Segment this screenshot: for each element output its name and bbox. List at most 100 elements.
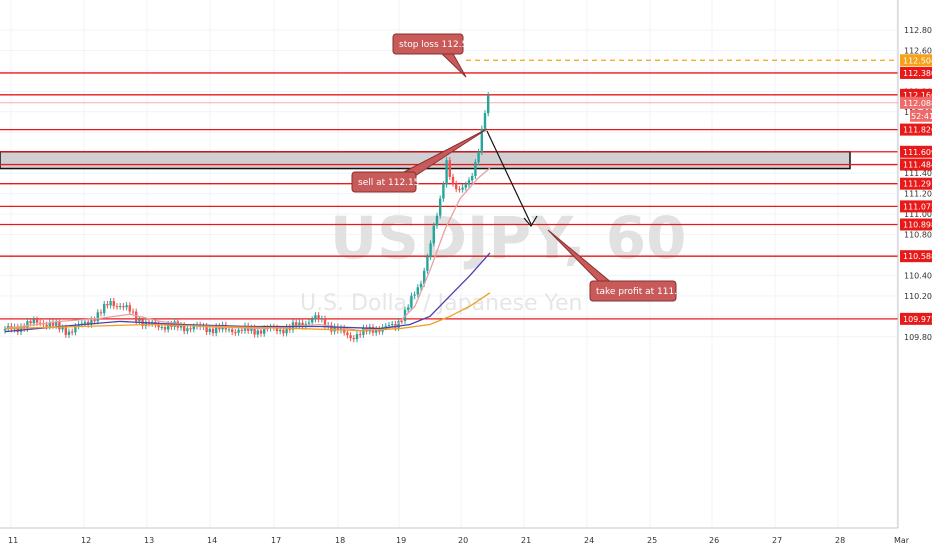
candle-body bbox=[61, 327, 64, 330]
candle-body bbox=[128, 305, 131, 312]
countdown-bg bbox=[910, 109, 932, 122]
candle-body bbox=[464, 184, 467, 188]
candle-body bbox=[67, 331, 71, 335]
candle-body bbox=[439, 198, 442, 216]
price-level-tag: 110.588 bbox=[903, 252, 932, 261]
candle-body bbox=[448, 160, 451, 177]
y-tick-label: 111.200 bbox=[904, 190, 932, 199]
candle-body bbox=[237, 329, 240, 333]
x-tick-label: 11 bbox=[8, 536, 18, 545]
x-tick-label: 25 bbox=[647, 536, 657, 545]
candle-body bbox=[179, 325, 183, 328]
y-tick-label: 112.600 bbox=[904, 46, 932, 55]
candle-body bbox=[346, 332, 349, 336]
candle-body bbox=[167, 324, 170, 330]
candle-body bbox=[387, 325, 391, 327]
candle-body bbox=[122, 306, 125, 308]
candle-body bbox=[455, 183, 458, 190]
candle-body bbox=[339, 327, 343, 331]
candle-body bbox=[410, 295, 413, 308]
candle-body bbox=[138, 319, 141, 322]
candle-body bbox=[19, 326, 23, 333]
candle-body bbox=[384, 325, 387, 328]
candle-body bbox=[416, 287, 419, 295]
candle-body bbox=[298, 322, 301, 327]
watermark-symbol: USDJPY, 60 bbox=[330, 204, 686, 272]
candle-body bbox=[349, 335, 352, 339]
price-level-tag: 111.826 bbox=[903, 126, 932, 135]
price-level-tag-bg bbox=[900, 158, 932, 171]
candle-body bbox=[189, 328, 192, 330]
candle-body bbox=[80, 323, 83, 325]
candle-body bbox=[471, 176, 474, 181]
candle-body bbox=[83, 321, 87, 324]
y-tick-label: 111.400 bbox=[904, 169, 932, 178]
candle-body bbox=[218, 326, 221, 330]
candle-body bbox=[186, 328, 189, 332]
candle-body bbox=[295, 322, 298, 327]
stop-level-tag-bg bbox=[900, 54, 932, 67]
annotations: stop loss 112.50 sell at 112.15 take profi… bbox=[351, 33, 689, 302]
stop-level-tag: 112.504 bbox=[903, 56, 932, 65]
candle-body bbox=[240, 329, 243, 331]
time-axis: 11 12 13 14 17 18 19 20 21 24 25 26 27 28 Mar bbox=[0, 527, 910, 545]
candle-body bbox=[55, 322, 58, 326]
candle-body bbox=[426, 256, 429, 271]
candle-body bbox=[231, 329, 234, 333]
x-tick-label: 20 bbox=[458, 536, 468, 545]
x-tick-label: 18 bbox=[335, 536, 345, 545]
candle-body bbox=[74, 326, 77, 333]
candle-body bbox=[279, 329, 282, 332]
candle-body bbox=[461, 187, 464, 190]
stop-loss-note-box bbox=[392, 33, 464, 55]
candle-body bbox=[423, 270, 426, 284]
candle-body bbox=[429, 243, 432, 257]
candle-body bbox=[320, 318, 323, 320]
price-level-tag-bg bbox=[900, 250, 932, 263]
candle-body bbox=[442, 184, 445, 199]
candle-body bbox=[115, 306, 119, 308]
candle-body bbox=[435, 215, 439, 226]
price-level-tag: 111.609 bbox=[903, 148, 932, 157]
candle-body bbox=[333, 326, 336, 332]
candle-body bbox=[90, 319, 93, 325]
candle-body bbox=[192, 326, 195, 330]
candle-body bbox=[413, 294, 416, 296]
x-tick-label: 21 bbox=[521, 536, 531, 545]
y-tick-label: 109.800 bbox=[904, 333, 932, 342]
y-tick-label: 112.800 bbox=[904, 26, 932, 35]
candle-body bbox=[263, 328, 266, 334]
candle-body bbox=[362, 327, 365, 335]
ma-mid-line bbox=[4, 252, 491, 333]
candle-body bbox=[314, 315, 317, 320]
candle-body bbox=[215, 326, 218, 334]
candle-body bbox=[275, 327, 279, 332]
candle-body bbox=[407, 307, 410, 310]
candle-body bbox=[432, 225, 435, 244]
candle-body bbox=[352, 338, 355, 340]
candle-body bbox=[99, 312, 103, 314]
price-level-tag: 111.484 bbox=[903, 161, 932, 170]
candle-body bbox=[35, 319, 39, 323]
candle-body bbox=[285, 327, 288, 334]
candle-body bbox=[3, 329, 7, 331]
sell-note-box bbox=[351, 171, 417, 193]
candle-body bbox=[483, 113, 487, 129]
ma-slow-line bbox=[4, 292, 491, 332]
candle-body bbox=[58, 322, 61, 330]
price-level-tag: 111.075 bbox=[903, 202, 932, 211]
candle-body bbox=[45, 324, 48, 327]
y-tick-label: 110.200 bbox=[904, 292, 932, 301]
chart-grid bbox=[0, 0, 898, 528]
candle-body bbox=[160, 327, 163, 329]
candle-body bbox=[51, 322, 55, 326]
stop-loss-note-label: stop loss 112.50 bbox=[399, 40, 473, 50]
candle-body bbox=[163, 327, 167, 330]
candle-body bbox=[400, 320, 403, 322]
x-tick-label: 26 bbox=[709, 536, 719, 545]
candle-body bbox=[259, 330, 263, 334]
candle-body bbox=[234, 332, 237, 334]
x-tick-label: 17 bbox=[271, 536, 281, 545]
candle-body bbox=[375, 329, 378, 333]
